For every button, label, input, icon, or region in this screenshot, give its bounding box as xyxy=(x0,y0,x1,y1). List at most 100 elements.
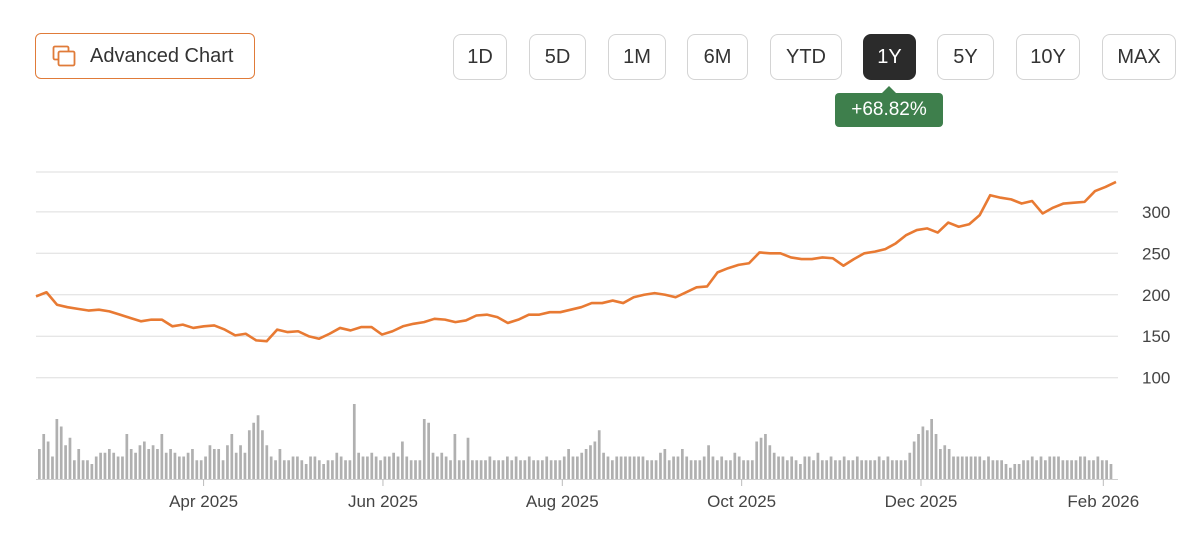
volume-bar xyxy=(1030,456,1034,479)
volume-bar xyxy=(90,464,94,479)
volume-bar xyxy=(156,449,159,479)
volume-bar xyxy=(94,456,98,479)
volume-bar xyxy=(59,426,63,479)
range-ytd-button[interactable]: YTD xyxy=(770,34,842,80)
volume-bar xyxy=(212,449,216,479)
volume-bar xyxy=(715,460,719,479)
volume-bar xyxy=(357,452,361,479)
volume-bar xyxy=(1052,456,1056,479)
volume-bar xyxy=(606,456,610,479)
volume-bar xyxy=(514,456,518,479)
volume-bar xyxy=(313,456,317,479)
volume-bar xyxy=(523,460,527,479)
range-1d-button[interactable]: 1D xyxy=(453,34,507,80)
range-5d-button[interactable]: 5D xyxy=(529,34,586,80)
volume-bar xyxy=(317,460,321,479)
volume-bar xyxy=(995,460,999,479)
volume-bar xyxy=(466,437,470,479)
volume-bar xyxy=(331,460,334,479)
volume-bar xyxy=(663,449,667,479)
volume-bar xyxy=(226,445,229,479)
volume-bar xyxy=(479,460,483,479)
volume-bar xyxy=(768,445,772,479)
volume-bar xyxy=(654,460,658,479)
volume-bar xyxy=(785,460,789,479)
volume-bar xyxy=(1009,467,1012,479)
volume-bar xyxy=(597,430,601,479)
volume-bar xyxy=(676,456,680,479)
volume-bar xyxy=(81,460,85,479)
volume-bar xyxy=(326,460,330,479)
volume-bar xyxy=(1000,460,1003,479)
volume-bar xyxy=(422,419,426,479)
volume-bar xyxy=(387,456,391,479)
volume-bar xyxy=(309,456,312,479)
volume-bar xyxy=(1070,460,1073,479)
volume-bar xyxy=(645,460,649,479)
volume-bar xyxy=(943,445,947,479)
volume-bar xyxy=(1044,460,1047,479)
volume-bar xyxy=(217,449,221,479)
volume-bar xyxy=(239,445,242,479)
volume-bar xyxy=(541,460,544,479)
volume-bar xyxy=(1048,456,1052,479)
range-5y-button[interactable]: 5Y xyxy=(937,34,994,80)
volume-bar xyxy=(278,449,282,479)
grid-lines xyxy=(36,171,1118,379)
volume-bar xyxy=(842,456,846,479)
volume-bar xyxy=(182,456,186,479)
x-tick-label: Dec 2025 xyxy=(885,492,958,511)
volume-bar xyxy=(1083,456,1087,479)
volume-bar xyxy=(698,460,702,479)
volume-bar xyxy=(877,456,881,479)
volume-bar xyxy=(147,449,151,479)
volume-bar xyxy=(274,460,277,479)
volume-bar xyxy=(462,460,465,479)
volume-bar xyxy=(536,460,540,479)
price-line xyxy=(35,180,1117,343)
volume-bar xyxy=(68,437,72,479)
volume-bar xyxy=(51,456,54,479)
volume-bar xyxy=(925,430,929,479)
range-10y-button[interactable]: 10Y xyxy=(1016,34,1080,80)
x-tick-label: Aug 2025 xyxy=(526,492,599,511)
range-max-button[interactable]: MAX xyxy=(1102,34,1176,80)
volume-bar xyxy=(121,456,124,479)
range-1y-button[interactable]: 1Y xyxy=(863,34,916,80)
volume-bar xyxy=(261,430,264,479)
volume-bar xyxy=(1061,460,1065,479)
volume-bar xyxy=(510,460,514,479)
volume-bar xyxy=(781,456,785,479)
range-1m-button[interactable]: 1M xyxy=(608,34,666,80)
volume-bar xyxy=(1026,460,1030,479)
volume-bar xyxy=(969,456,973,479)
volume-bar xyxy=(344,460,347,479)
x-tick-label: Oct 2025 xyxy=(707,492,776,511)
volume-bar xyxy=(221,460,225,479)
volume-bar xyxy=(860,460,864,479)
volume-bar xyxy=(545,456,549,479)
x-tick-label: Feb 2026 xyxy=(1067,492,1139,511)
volume-bar xyxy=(637,456,640,479)
advanced-chart-button[interactable]: Advanced Chart xyxy=(35,33,255,79)
volume-bar xyxy=(1035,460,1038,479)
volume-bar xyxy=(532,460,535,479)
volume-bar xyxy=(917,434,920,479)
volume-bar xyxy=(348,460,352,479)
range-6m-button[interactable]: 6M xyxy=(687,34,748,80)
volume-bar xyxy=(138,445,142,479)
volume-bar xyxy=(895,460,899,479)
layers-icon xyxy=(52,45,76,67)
volume-bar xyxy=(300,460,304,479)
volume-bar xyxy=(1017,464,1021,479)
volume-bar xyxy=(339,456,343,479)
volume-bar xyxy=(820,460,824,479)
volume-bar xyxy=(750,460,754,479)
volume-bar xyxy=(720,456,724,479)
volume-bar xyxy=(869,460,872,479)
volume-bar xyxy=(746,460,750,479)
volume-bars xyxy=(38,404,1113,479)
volume-bar xyxy=(409,460,413,479)
volume-bar xyxy=(803,456,807,479)
